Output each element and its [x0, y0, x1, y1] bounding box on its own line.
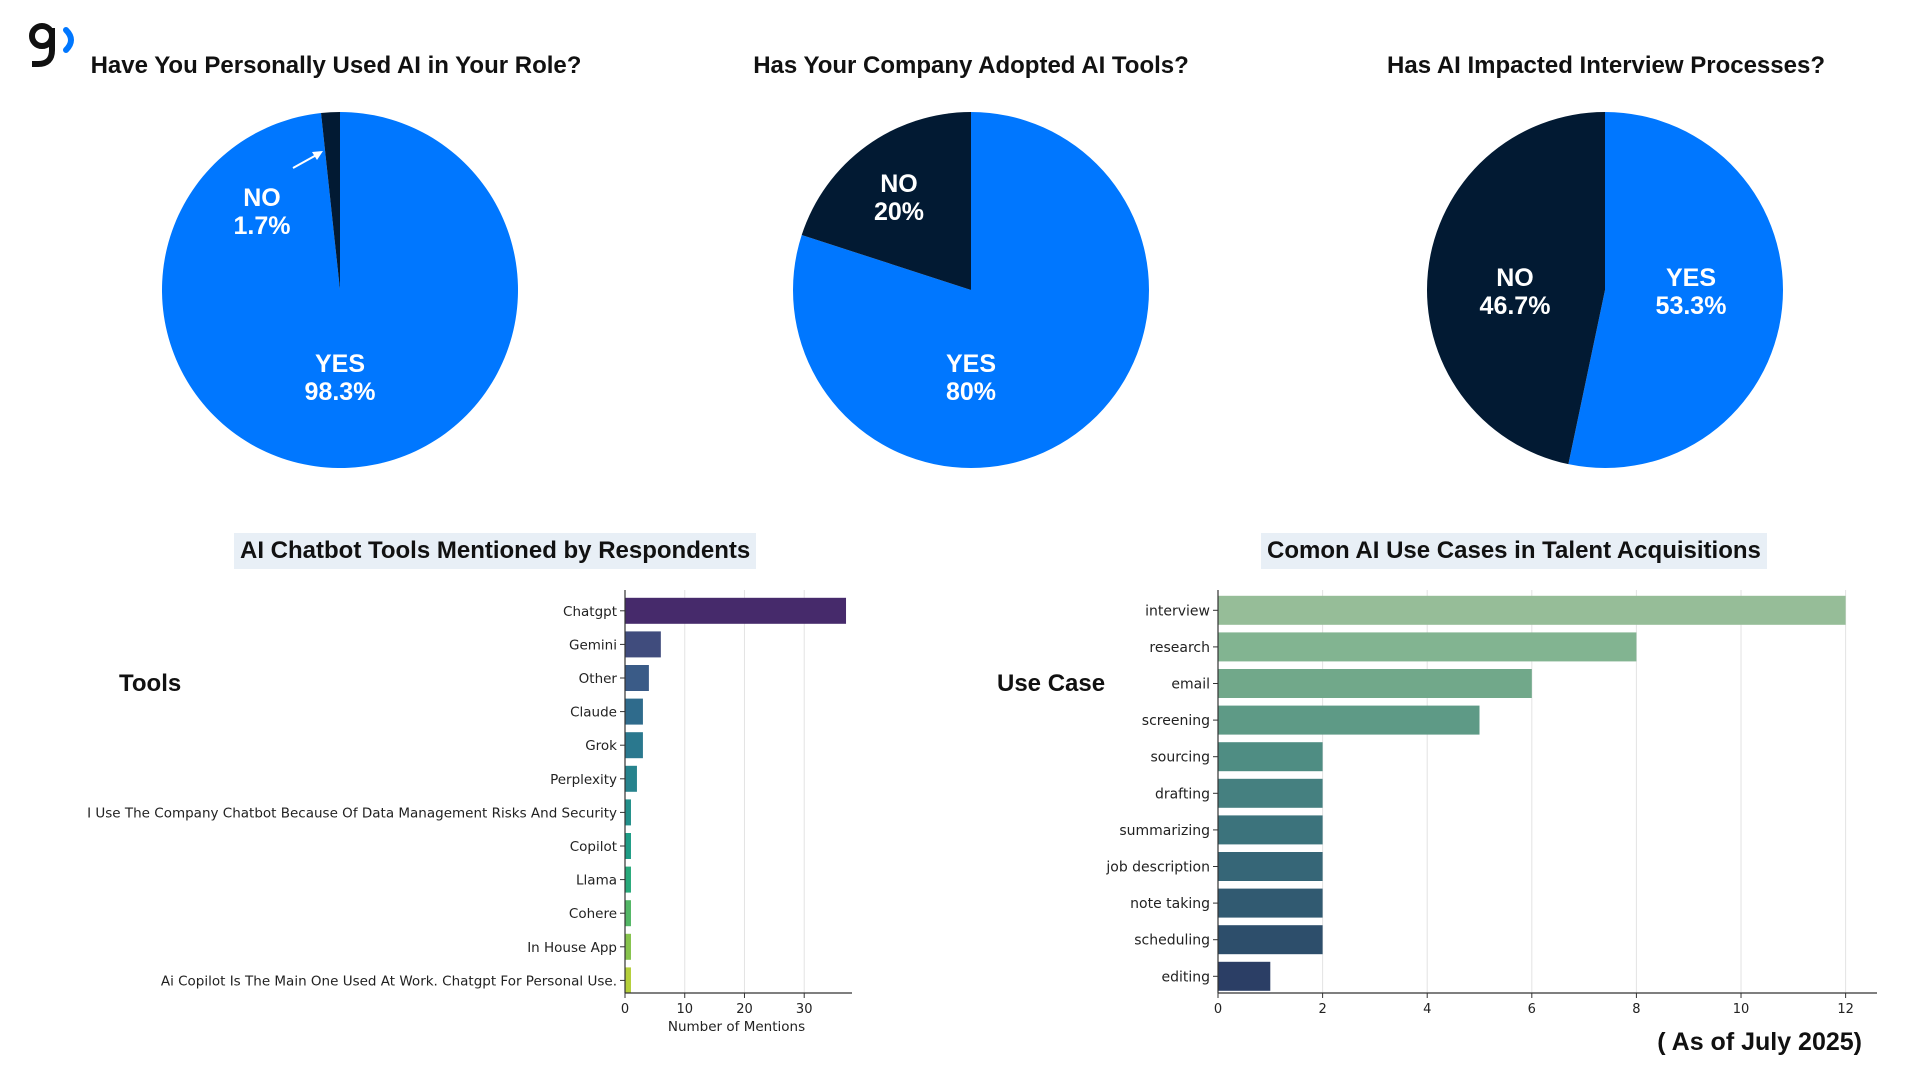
bar — [1218, 705, 1480, 735]
bar — [1218, 595, 1846, 625]
pie-slice-yes — [1568, 112, 1783, 468]
date-footnote: ( As of July 2025) — [1657, 1028, 1862, 1056]
category-label: Ai Copilot Is The Main One Used At Work.… — [161, 973, 617, 989]
category-label: In House App — [527, 940, 617, 956]
category-label: scheduling — [1134, 933, 1210, 949]
callout-arrow-head — [312, 151, 323, 160]
x-tick-label: 30 — [796, 1002, 813, 1017]
pie-label-yes: YES — [1666, 264, 1716, 292]
bar — [625, 665, 649, 691]
x-tick-label: 2 — [1318, 1002, 1326, 1017]
pie-slice-yes — [161, 112, 518, 469]
category-label: Copilot — [570, 839, 617, 855]
pie-label-no: NO — [880, 170, 918, 198]
tools-axis-label: Tools — [119, 670, 182, 697]
x-tick-label: 6 — [1528, 1002, 1536, 1017]
category-label: sourcing — [1150, 750, 1210, 766]
pie-value-yes: 53.3% — [1656, 292, 1727, 320]
pie-3-title: Has AI Impacted Interview Processes? — [1387, 52, 1825, 79]
bar — [1218, 852, 1323, 881]
pie-value-yes: 80% — [946, 378, 996, 406]
usecase-chart-title: Comon AI Use Cases in Talent Acquisition… — [1261, 533, 1767, 569]
category-label: email — [1171, 677, 1210, 693]
bar — [625, 698, 643, 725]
x-tick-label: 0 — [1214, 1002, 1222, 1017]
category-label: Gemini — [569, 637, 617, 653]
category-label: Claude — [570, 705, 617, 721]
x-tick-label: 10 — [1733, 1002, 1750, 1017]
pie-slice-no — [321, 112, 340, 290]
category-label: Cohere — [569, 906, 617, 922]
category-label: Other — [579, 671, 618, 687]
category-label: Perplexity — [550, 772, 617, 788]
x-tick-label: 12 — [1837, 1002, 1854, 1017]
category-label: job description — [1105, 860, 1210, 876]
category-label: I Use The Company Chatbot Because Of Dat… — [87, 805, 617, 821]
pie-label-yes: YES — [946, 350, 996, 378]
bar — [625, 933, 631, 960]
x-tick-label: 4 — [1423, 1002, 1431, 1017]
bar — [1218, 742, 1323, 772]
category-label: screening — [1142, 713, 1210, 729]
tools-chart-title: AI Chatbot Tools Mentioned by Respondent… — [234, 533, 757, 569]
category-label: note taking — [1130, 896, 1210, 912]
bar — [625, 799, 631, 826]
bar — [625, 597, 847, 624]
bar — [1218, 669, 1532, 698]
bar — [625, 866, 631, 893]
pie-value-no: 46.7% — [1480, 292, 1551, 320]
pie-label-no: NO — [1496, 264, 1534, 292]
bar — [1218, 815, 1323, 845]
pie-value-no: 1.7% — [234, 212, 291, 240]
x-axis-label: Number of Mentions — [668, 1019, 805, 1035]
bar — [625, 967, 631, 994]
usecase-axis-label: Use Case — [997, 670, 1106, 697]
x-tick-label: 10 — [676, 1002, 693, 1017]
category-label: editing — [1161, 969, 1210, 985]
pie-1-title: Have You Personally Used AI in Your Role… — [90, 52, 582, 79]
pie-2-title: Has Your Company Adopted AI Tools? — [753, 52, 1189, 79]
bar — [625, 765, 637, 792]
category-label: Chatgpt — [563, 604, 617, 620]
usecase-bar-chart: interview research email screening sourcing d… — [1105, 590, 1877, 1017]
bar — [1218, 961, 1271, 991]
category-label: summarizing — [1119, 823, 1210, 839]
brand-logo — [29, 23, 74, 67]
category-label: research — [1149, 640, 1210, 656]
category-label: interview — [1145, 603, 1210, 619]
pie-slice-no — [801, 112, 971, 290]
pie-value-yes: 98.3% — [305, 378, 376, 406]
x-tick-label: 20 — [736, 1002, 753, 1017]
tools-bar-chart: Chatgpt Gemini Other Claude Grok Perplexity I … — [87, 590, 852, 1035]
x-tick-label: 0 — [621, 1002, 629, 1017]
category-label: Llama — [576, 873, 617, 889]
bar — [1218, 925, 1323, 955]
category-label: Grok — [585, 738, 617, 754]
bar — [1218, 632, 1637, 662]
pie-value-no: 20% — [874, 198, 924, 226]
pie-label-no: NO — [243, 184, 281, 212]
bar — [1218, 778, 1323, 808]
bar — [625, 732, 643, 759]
bar — [1218, 888, 1323, 918]
pie-label-yes: YES — [315, 350, 365, 378]
bar — [625, 900, 631, 927]
pie-slice-no — [1427, 112, 1605, 465]
x-tick-label: 8 — [1632, 1002, 1640, 1017]
category-label: drafting — [1155, 786, 1210, 802]
bar — [625, 631, 661, 658]
bar — [625, 833, 631, 859]
